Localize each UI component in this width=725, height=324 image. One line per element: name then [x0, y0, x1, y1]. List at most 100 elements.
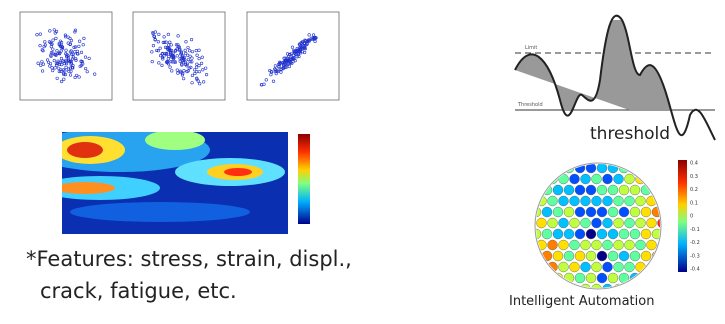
sensor-dot — [558, 217, 569, 229]
scatter-dot — [292, 49, 297, 53]
colorbar-tick: 0 — [690, 214, 693, 220]
scatter-dot — [290, 45, 295, 49]
scatter-dot — [60, 79, 64, 84]
scatter-dot — [66, 41, 70, 45]
scatter-dot — [176, 43, 180, 47]
scatter-dot — [167, 54, 171, 59]
sensor-dot — [574, 250, 586, 262]
sensor-dot — [646, 283, 657, 288]
scatter-dot — [288, 52, 292, 56]
scatter-dot — [177, 48, 182, 52]
scatter-dot — [78, 64, 82, 69]
sensor-dot — [585, 206, 597, 218]
sensor-dot — [640, 206, 652, 218]
scatter-dot — [79, 50, 84, 54]
sensor-dot — [602, 217, 613, 229]
scatter-dot — [53, 66, 57, 70]
scatter-dot — [55, 49, 59, 53]
scatter-frame — [246, 11, 340, 101]
scatter-dot — [179, 50, 183, 54]
sensor-dot — [558, 283, 569, 288]
scatter-dot — [292, 56, 296, 60]
scatter-dot — [190, 73, 195, 78]
scatter-dot — [75, 73, 79, 78]
sensor-dot — [629, 164, 641, 174]
sensor-dot — [536, 272, 542, 284]
scatter-dot — [170, 69, 174, 73]
scatter-dot — [283, 59, 288, 63]
sensor-dot — [607, 250, 619, 262]
scatter-dot — [190, 50, 195, 54]
scatter-dot — [49, 53, 53, 57]
scatter-dot — [197, 56, 201, 61]
scatter-dot — [269, 70, 273, 74]
scatter-dot — [264, 78, 268, 82]
scatter-dot — [54, 52, 58, 56]
scatter-dot — [169, 60, 173, 64]
sensor-dot — [569, 173, 580, 185]
scatter-dot — [165, 47, 170, 51]
sensor-dot — [558, 261, 569, 273]
scatter-dot — [66, 67, 71, 71]
sensor-dot — [613, 239, 624, 251]
scatter-dot — [67, 69, 71, 73]
scatter-dot — [81, 62, 85, 66]
scatter-dot — [69, 62, 73, 66]
scatter-dot — [68, 73, 73, 77]
threshold-curve: Limit Threshold threshold — [514, 14, 716, 144]
sensor-dot — [563, 206, 575, 218]
scatter-dot — [186, 57, 190, 62]
scatter-dot — [186, 45, 190, 50]
scatter-dot — [40, 48, 44, 52]
sensor-dot — [602, 173, 613, 185]
sensor-dot — [618, 206, 630, 218]
sensor-dot — [635, 283, 646, 288]
scatter-dot — [36, 61, 40, 65]
scatter-dot — [52, 28, 56, 32]
scatter-dot — [35, 33, 39, 37]
scatter-dot — [188, 60, 192, 64]
scatter-dot — [71, 66, 75, 70]
scatter-frame — [132, 11, 226, 101]
scatter-dot — [54, 61, 59, 66]
scatter-dot — [69, 69, 73, 73]
scatter-dot — [170, 55, 174, 59]
scatter-dot — [156, 40, 160, 44]
sensor-dot — [607, 272, 619, 284]
scatter-dot — [57, 52, 62, 56]
scatter-dot — [54, 36, 58, 40]
scatter-dot — [159, 53, 163, 58]
sensor-dot — [596, 184, 608, 196]
sensor-dot — [536, 283, 547, 288]
scatter-dot — [188, 49, 192, 53]
scatter-dot — [307, 33, 311, 37]
scatter-dot — [305, 42, 309, 46]
scatter-dot — [43, 43, 47, 47]
sensor-dot — [635, 195, 646, 207]
sensor-dot — [651, 184, 660, 196]
scatter-dot — [282, 61, 287, 65]
sensor-dot — [613, 173, 624, 185]
sensor-dot — [657, 283, 660, 288]
sensor-dot — [657, 195, 660, 207]
scatter-dot — [51, 47, 55, 51]
scatter-dot — [85, 70, 89, 74]
scatter-dot — [51, 38, 55, 42]
scatter-dot — [66, 54, 70, 58]
scatter-dot — [202, 80, 206, 84]
sensor-dot — [547, 261, 558, 273]
scatter-dot — [291, 60, 295, 64]
scatter-dot — [157, 32, 161, 36]
scatter-dot — [70, 52, 74, 57]
scatter-dot — [59, 56, 64, 61]
scatter-dot — [155, 48, 159, 53]
scatter-dot — [300, 46, 304, 50]
scatter-dot — [194, 69, 199, 74]
sensor-dot — [574, 184, 586, 196]
sensor-dot — [640, 272, 652, 284]
scatter-dot — [60, 44, 64, 49]
scatter-dot — [60, 63, 64, 67]
scatter-dot — [175, 68, 179, 72]
scatter-dot — [81, 43, 85, 47]
scatter-dot — [283, 65, 287, 69]
